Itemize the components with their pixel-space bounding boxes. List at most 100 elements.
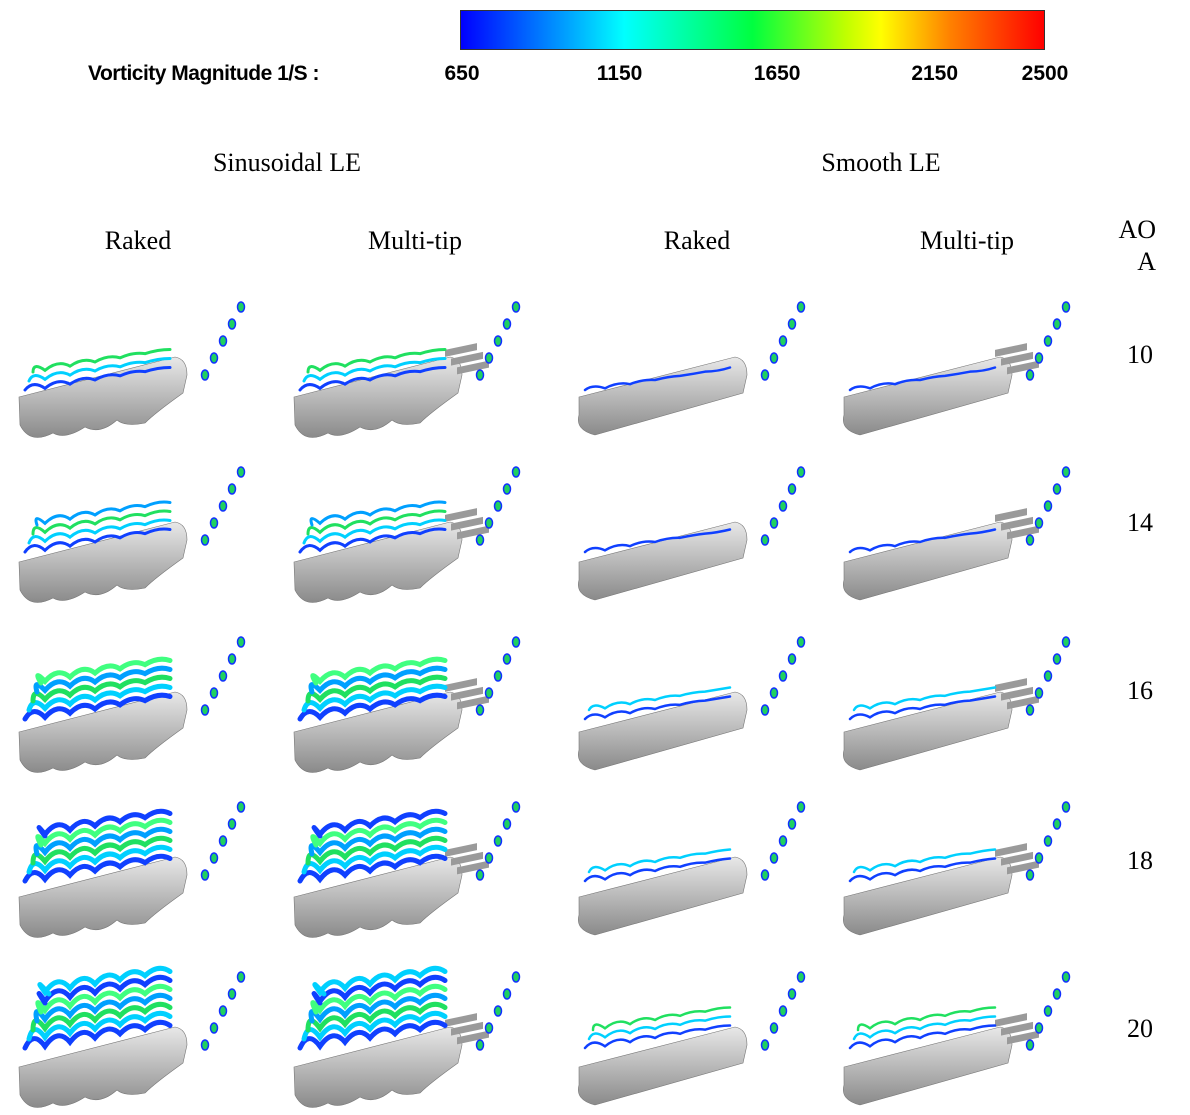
tip-vortex (798, 302, 805, 312)
tip-vortex (798, 802, 805, 812)
flow-panel (5, 795, 265, 945)
tip-vortex (504, 319, 511, 329)
wing (19, 522, 187, 603)
tip-vortex (1063, 972, 1070, 982)
tip-vortex (762, 1040, 769, 1050)
flow-panel (280, 965, 540, 1115)
flow-panel (565, 630, 825, 780)
wing (578, 692, 747, 770)
row-header: AOA (1108, 214, 1156, 278)
wing (843, 522, 1012, 600)
tip-vortex (202, 535, 209, 545)
tip-vortex (1027, 705, 1034, 715)
flow-panel (5, 630, 265, 780)
tip-vortex (780, 501, 787, 511)
tip-vortex (229, 819, 236, 829)
flow-panel (5, 965, 265, 1115)
tip-vortex (202, 705, 209, 715)
tip-vortex (1027, 370, 1034, 380)
wing (578, 1027, 747, 1105)
flow-panel (565, 795, 825, 945)
tip-vortex (504, 989, 511, 999)
tip-vortex (238, 802, 245, 812)
tip-vortex (1045, 1006, 1052, 1016)
tip-vortex (229, 319, 236, 329)
tip-vortex (202, 370, 209, 380)
tip-vortex (1036, 1023, 1043, 1033)
flow-panel (830, 460, 1090, 610)
colorbar-label: Vorticity Magnitude 1/S : (88, 62, 319, 86)
colorbar-tick-label: 2500 (1022, 62, 1069, 86)
tip-vortex (477, 870, 484, 880)
tip-vortex (202, 1040, 209, 1050)
tip-vortex (504, 654, 511, 664)
tip-vortex (238, 637, 245, 647)
tip-vortex (477, 370, 484, 380)
colorbar-tick-label: 2150 (911, 62, 958, 86)
group-header: Sinusoidal LE (213, 148, 361, 178)
tip-vortex (780, 671, 787, 681)
colorbar (460, 10, 1045, 50)
tip-vortex (229, 989, 236, 999)
tip-vortex (789, 319, 796, 329)
tip-vortex (1063, 802, 1070, 812)
flow-panel (5, 295, 265, 445)
tip-vortex (238, 302, 245, 312)
tip-vortex (1063, 302, 1070, 312)
tip-vortex (220, 336, 227, 346)
tip-vortex (477, 705, 484, 715)
tip-vortex (1036, 518, 1043, 528)
tip-vortex (238, 972, 245, 982)
tip-vortex (495, 836, 502, 846)
tip-vortex (1045, 336, 1052, 346)
wing (578, 522, 747, 600)
flow-panel (830, 965, 1090, 1115)
tip-vortex (771, 353, 778, 363)
tip-vortex (780, 336, 787, 346)
tip-vortex (504, 484, 511, 494)
tip-vortex (780, 836, 787, 846)
wing (843, 1027, 1012, 1105)
tip-vortex (780, 1006, 787, 1016)
colorbar-tick-label: 650 (444, 62, 479, 86)
flow-panel (830, 795, 1090, 945)
column-header: Raked (664, 226, 730, 256)
tip-vortex (513, 302, 520, 312)
wing (843, 692, 1012, 770)
tip-vortex (789, 654, 796, 664)
tip-vortex (789, 989, 796, 999)
column-header: Multi-tip (920, 226, 1014, 256)
tip-vortex (495, 671, 502, 681)
tip-vortex (486, 853, 493, 863)
tip-vortex (486, 518, 493, 528)
flow-panel (565, 295, 825, 445)
tip-vortex (1027, 870, 1034, 880)
tip-vortex (504, 819, 511, 829)
flow-panel (830, 630, 1090, 780)
tip-vortex (762, 705, 769, 715)
tip-vortex (789, 819, 796, 829)
tip-vortex (477, 1040, 484, 1050)
flow-panel (5, 460, 265, 610)
flow-panel (830, 295, 1090, 445)
tip-vortex (798, 637, 805, 647)
tip-vortex (771, 518, 778, 528)
tip-vortex (220, 1006, 227, 1016)
tip-vortex (486, 353, 493, 363)
colorbar-tick-label: 1650 (754, 62, 801, 86)
tip-vortex (1054, 484, 1061, 494)
tip-vortex (1045, 501, 1052, 511)
tip-vortex (238, 467, 245, 477)
row-label: 16 (1127, 676, 1153, 706)
tip-vortex (798, 972, 805, 982)
tip-vortex (513, 467, 520, 477)
flow-panel (280, 295, 540, 445)
column-header: Multi-tip (368, 226, 462, 256)
tip-vortex (762, 870, 769, 880)
tip-vortex (771, 1023, 778, 1033)
tip-vortex (513, 972, 520, 982)
tip-vortex (220, 836, 227, 846)
tip-vortex (211, 353, 218, 363)
tip-vortex (211, 1023, 218, 1033)
column-header: Raked (105, 226, 171, 256)
